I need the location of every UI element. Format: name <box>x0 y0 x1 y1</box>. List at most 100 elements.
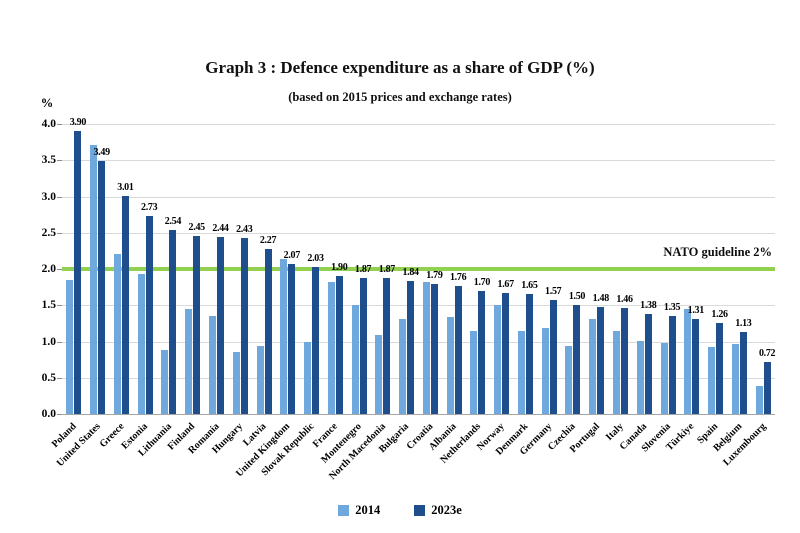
bar-2023e-latvia <box>264 249 272 414</box>
y-tick-label: 3.0 <box>41 190 56 203</box>
value-label-netherlands: 1.70 <box>473 276 491 288</box>
bar-2014-estonia <box>137 274 145 414</box>
value-label-luxembourg: 0.72 <box>758 347 776 359</box>
bar-2014-italy <box>613 331 621 414</box>
bar-2014-lithuania <box>161 350 169 414</box>
bar-2014-luxembourg <box>755 386 763 414</box>
y-tick-label: 1.5 <box>41 299 56 312</box>
bar-2014-denmark <box>517 330 525 414</box>
gridline <box>62 160 775 162</box>
y-tick-mark <box>57 232 62 234</box>
y-tick-label: 4.0 <box>41 118 56 130</box>
bar-2023e-lithuania <box>169 229 177 414</box>
value-label-croatia: 1.79 <box>426 270 443 282</box>
bar-2014-germany <box>541 327 549 414</box>
bar-2014-greece <box>113 253 121 414</box>
value-label-france: 1.90 <box>331 262 348 274</box>
value-label-norway: 1.67 <box>497 278 515 290</box>
y-tick-mark <box>57 269 62 270</box>
value-label-portugal: 1.48 <box>592 292 610 304</box>
bar-2014-france <box>327 282 335 414</box>
bar-2023e-albania <box>454 286 462 414</box>
legend-swatch-2023e <box>414 505 426 516</box>
gridline <box>62 124 775 125</box>
y-tick-label: 2.0 <box>41 263 56 275</box>
bar-2023e-t-rkiye <box>692 319 700 414</box>
y-tick-mark <box>57 414 62 415</box>
bar-2014-norway <box>494 304 502 414</box>
bar-2023e-bulgaria <box>407 280 415 414</box>
bar-2023e-belgium <box>739 332 747 414</box>
y-tick-mark <box>57 341 62 343</box>
bar-2014-spain <box>708 347 716 414</box>
value-label-estonia: 2.73 <box>141 202 158 214</box>
gridline <box>62 232 775 234</box>
y-tick-mark <box>57 124 62 125</box>
gridline <box>62 305 775 307</box>
bar-2014-montenegro <box>351 305 359 414</box>
chart-legend: 2014 2023e <box>0 503 800 518</box>
bar-2023e-estonia <box>145 216 153 414</box>
value-label-germany: 1.57 <box>545 286 562 298</box>
value-label-lithuania: 2.54 <box>164 215 182 227</box>
value-label-united-kingdom: 2.07 <box>283 249 301 261</box>
value-label-latvia: 2.27 <box>259 235 277 247</box>
bar-2014-hungary <box>232 351 240 414</box>
bar-2014-north-macedonia <box>375 334 383 414</box>
value-label-united-states: 3.49 <box>93 146 110 158</box>
value-label-north-macedonia: 1.87 <box>378 264 396 276</box>
bar-2023e-luxembourg <box>763 361 771 414</box>
bar-2023e-finland <box>193 236 201 414</box>
bar-2023e-czechia <box>573 305 581 414</box>
value-label-spain: 1.26 <box>711 308 728 320</box>
value-label-slovenia: 1.35 <box>663 302 681 314</box>
legend-swatch-2014 <box>338 505 350 516</box>
y-tick-mark <box>57 160 62 162</box>
bar-2014-poland <box>66 279 74 414</box>
bar-2014-czechia <box>565 345 573 414</box>
x-axis-labels: Poland United States Greece Estonia Lithuani… <box>50 418 775 508</box>
nato-guideline-label: NATO guideline 2% <box>663 245 772 259</box>
bar-2023e-north-macedonia <box>383 278 391 414</box>
bar-2023e-united-states <box>98 160 106 414</box>
value-label-czechia: 1.50 <box>568 291 586 303</box>
value-label-denmark: 1.65 <box>521 280 538 292</box>
value-label-albania: 1.76 <box>449 272 467 284</box>
bar-2023e-italy <box>621 308 629 414</box>
bar-2023e-norway <box>502 292 510 414</box>
bar-2014-netherlands <box>470 330 478 414</box>
y-tick-mark <box>57 305 62 307</box>
value-label-belgium: 1.13 <box>735 318 752 330</box>
y-tick-label: 1.0 <box>41 335 56 348</box>
nato-guideline-line <box>62 267 775 271</box>
legend-label-2014: 2014 <box>355 503 381 517</box>
y-tick-label: 3.5 <box>41 154 56 167</box>
value-label-poland: 3.90 <box>69 117 87 129</box>
bar-2014-canada <box>636 340 644 414</box>
y-axis-unit-label: % <box>40 96 54 110</box>
bar-2014-finland <box>185 308 193 414</box>
bar-2014-latvia <box>256 345 264 414</box>
value-label-canada: 1.38 <box>640 299 657 311</box>
gridline <box>62 377 775 379</box>
bar-2014-united-states <box>90 145 98 414</box>
bar-2023e-portugal <box>597 306 605 414</box>
bar-2014-albania <box>446 316 454 414</box>
bar-2014-portugal <box>589 319 597 414</box>
bar-2023e-denmark <box>525 294 533 414</box>
bar-2014-united-kingdom <box>280 258 288 414</box>
bar-2023e-hungary <box>240 237 248 414</box>
legend-item-2014: 2014 <box>338 503 380 518</box>
bar-2023e-germany <box>549 300 557 414</box>
bar-2023e-france <box>335 276 343 414</box>
bar-2014-t-rkiye <box>684 308 692 414</box>
y-tick-mark <box>57 377 62 379</box>
bar-2023e-slovak-republic <box>312 266 320 414</box>
y-tick-label: 0.0 <box>41 408 56 420</box>
x-axis-line <box>62 414 775 415</box>
value-label-finland: 2.45 <box>188 222 206 234</box>
chart-title: Graph 3 : Defence expenditure as a share… <box>205 58 595 77</box>
bar-2023e-spain <box>716 322 724 414</box>
bar-2023e-romania <box>216 237 224 414</box>
